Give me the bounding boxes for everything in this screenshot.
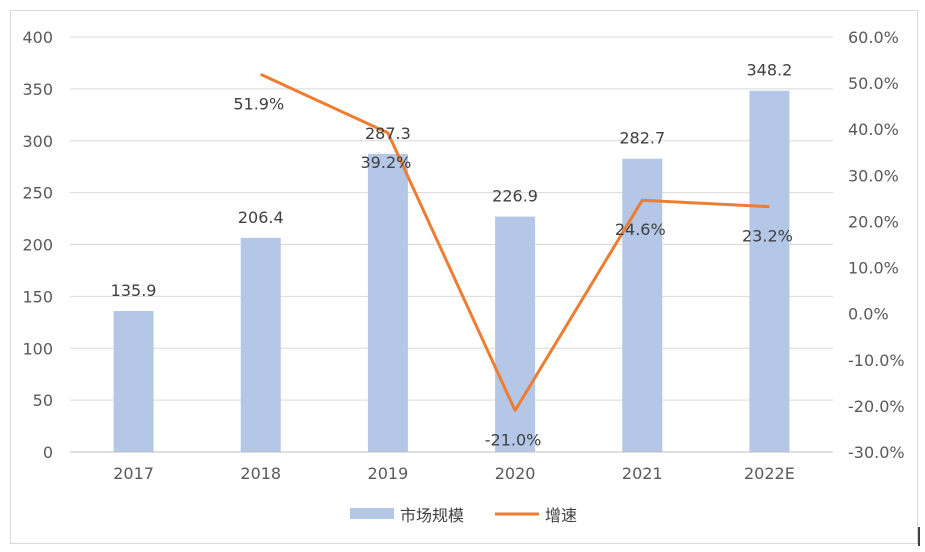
y-left-tick-label: 50 <box>33 391 53 410</box>
x-tick-label: 2017 <box>113 464 154 483</box>
legend: 市场规模 增速 <box>350 506 577 525</box>
x-tick-label: 2019 <box>368 464 409 483</box>
y-right-tick-label: 60.0% <box>848 28 899 47</box>
legend-label-market-size: 市场规模 <box>400 506 464 525</box>
y-right-tick-label: 30.0% <box>848 166 899 185</box>
y-right-tick-label: 10.0% <box>848 259 899 278</box>
bar-data-label: 206.4 <box>238 208 284 227</box>
legend-label-growth: 增速 <box>545 506 577 525</box>
y-right-tick-label: 50.0% <box>848 74 899 93</box>
y-right-tick-label: 40.0% <box>848 120 899 139</box>
y-right-tick-label: -20.0% <box>848 397 905 416</box>
x-tick-label: 2021 <box>622 464 663 483</box>
line-data-label: 23.2% <box>742 227 793 246</box>
data-labels: 135.9 206.4 287.3 226.9 282.7 348.2 51.9% 39.2%… <box>111 61 793 450</box>
chart-frame <box>10 10 918 544</box>
bar <box>113 311 154 452</box>
bar-data-label: 287.3 <box>365 124 411 143</box>
bars <box>113 90 790 453</box>
y-left-tick-label: 100 <box>22 339 53 358</box>
bar-data-label: 282.7 <box>619 129 665 148</box>
y-left-tick-label: 350 <box>22 80 53 99</box>
y-left-tick-label: 0 <box>43 443 53 462</box>
y-right-tick-label: -10.0% <box>848 351 905 370</box>
legend-swatch-market-size <box>350 508 394 519</box>
y-right-tick-label: 0.0% <box>848 305 889 324</box>
bar <box>495 216 536 452</box>
y-left-tick-label: 150 <box>22 287 53 306</box>
line-data-label: -21.0% <box>485 431 542 450</box>
y-left-tick-label: 200 <box>22 236 53 255</box>
y-right-tick-label: -30.0% <box>848 443 905 462</box>
bar <box>367 153 408 452</box>
line-data-label: 24.6% <box>615 220 666 239</box>
line-data-label: 51.9% <box>233 94 284 113</box>
bar-data-label: 348.2 <box>747 61 793 80</box>
gridlines <box>70 36 833 401</box>
bar <box>622 158 663 453</box>
axes: 0 50 100 150 200 250 300 350 400 -30.0% -20.0% -10.… <box>22 28 904 483</box>
bar-data-label: 135.9 <box>111 281 157 300</box>
bar <box>749 90 790 453</box>
x-tick-label: 2022E <box>744 464 795 483</box>
growth-line <box>260 72 770 412</box>
x-tick-label: 2018 <box>240 464 281 483</box>
y-left-tick-label: 250 <box>22 184 53 203</box>
line-data-label: 39.2% <box>361 153 412 172</box>
y-left-tick-label: 400 <box>22 28 53 47</box>
growth-line-path <box>260 72 770 412</box>
y-left-tick-label: 300 <box>22 132 53 151</box>
bar-data-label: 226.9 <box>492 187 538 206</box>
y-right-tick-label: 20.0% <box>848 212 899 231</box>
bar <box>240 237 281 452</box>
x-tick-label: 2020 <box>495 464 536 483</box>
